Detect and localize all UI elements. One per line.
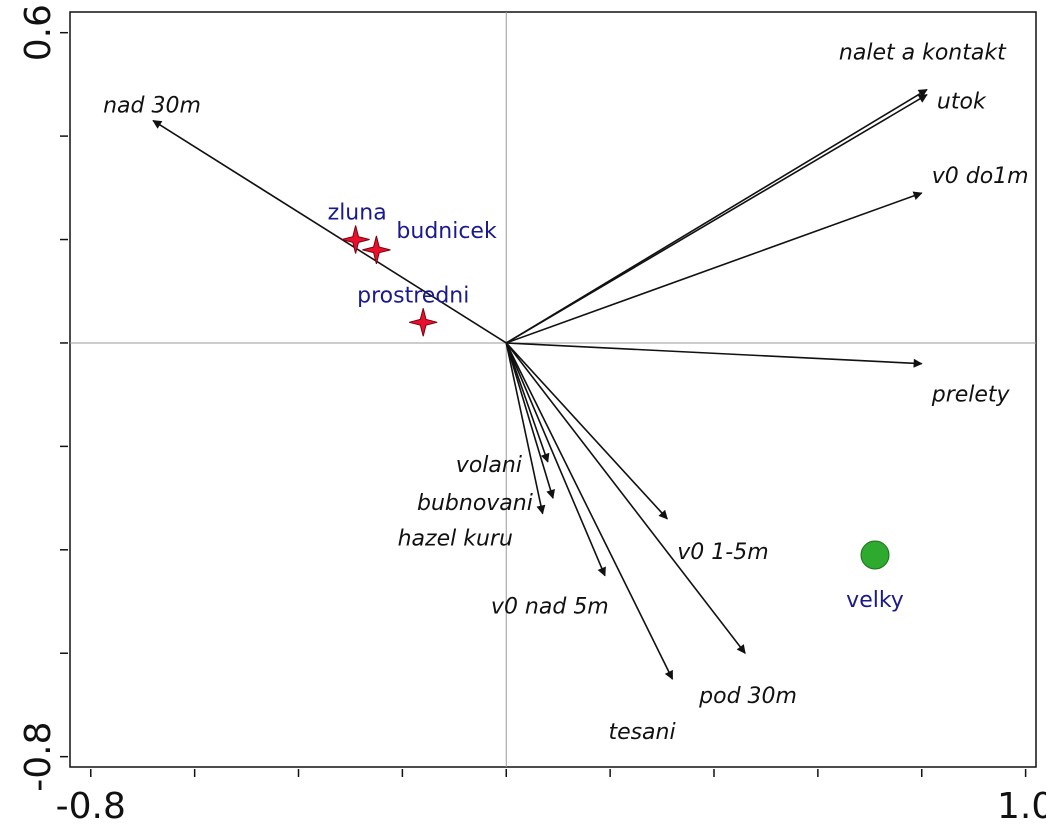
x-tick-label: 1.0 xyxy=(997,786,1046,827)
vector-label-hazel-kuru: hazel kuru xyxy=(398,527,513,552)
vector-label-volani: volani xyxy=(456,453,522,478)
plot-frame xyxy=(70,12,1036,767)
vector-label-pod-30m: pod 30m xyxy=(698,684,797,709)
vector-label-nalet-a-kontakt: nalet a kontakt xyxy=(839,41,1007,66)
vector-arrow-utok xyxy=(506,95,927,343)
vector-label-prelety: prelety xyxy=(931,383,1011,408)
vector-label-tesani: tesani xyxy=(608,720,675,745)
vectors: nad 30m nalet a kontakt utok v0 do1m prelety… xyxy=(103,41,1029,746)
site-label-velky: velky xyxy=(846,588,904,613)
vector-arrow-hazel-kuru xyxy=(506,343,542,514)
species-marker-prostredni xyxy=(409,308,437,336)
vector-label-v0-do1m: v0 do1m xyxy=(932,164,1029,189)
species-label-budnicek: budnicek xyxy=(396,219,497,244)
site-marker-velky xyxy=(861,541,889,569)
vector-arrow-prelety xyxy=(506,343,921,364)
x-tick-label: -0.8 xyxy=(56,786,126,827)
y-tick-label: 0.6 xyxy=(18,4,59,61)
vector-arrow-v0-do1m xyxy=(506,193,921,343)
vector-label-utok: utok xyxy=(937,90,987,115)
vector-label-v0-1-5m: v0 1-5m xyxy=(677,540,768,565)
vector-label-v0-nad-5m: v0 nad 5m xyxy=(491,595,609,620)
species-label-zluna: zluna xyxy=(328,201,387,226)
vector-label-nad-30m: nad 30m xyxy=(103,94,201,119)
species-label-prostredni: prostredni xyxy=(357,283,469,308)
y-tick-label: -0.8 xyxy=(18,722,59,792)
vector-label-bubnovani: bubnovani xyxy=(417,491,533,516)
